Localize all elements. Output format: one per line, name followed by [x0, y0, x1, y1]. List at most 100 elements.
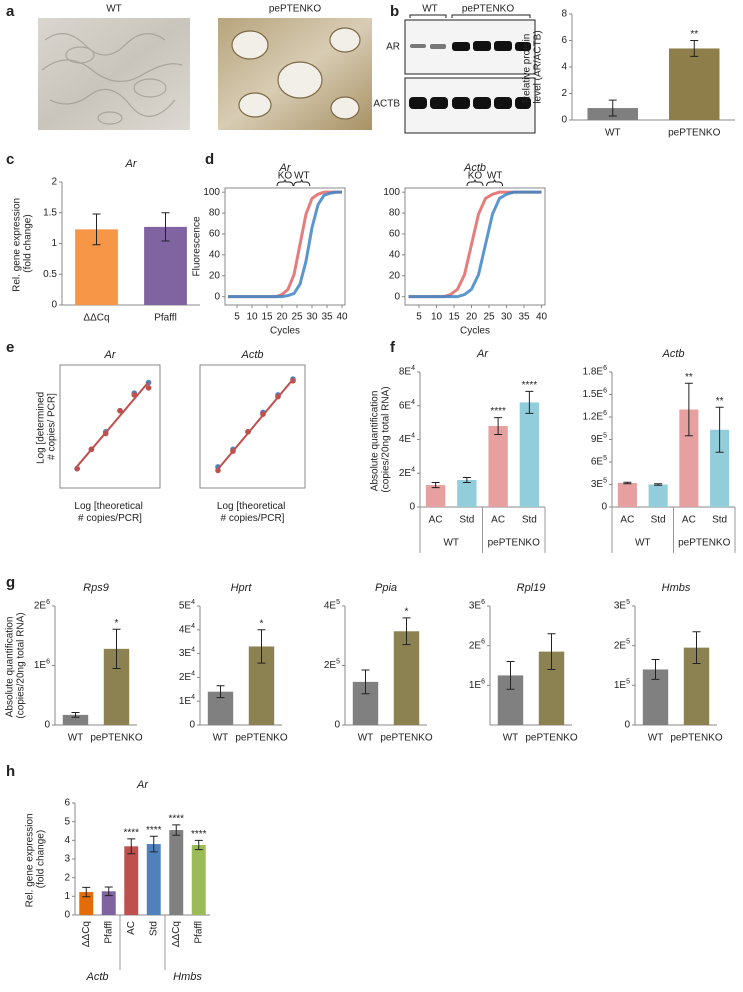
error-bar: [127, 838, 136, 855]
x-tick-label: 15: [261, 312, 273, 323]
x-tick-label: pePTENKO: [670, 733, 722, 744]
panel-letter: h: [6, 763, 15, 780]
x-tick-label: pePTENKO: [668, 128, 720, 139]
error-bar: [623, 481, 632, 485]
blot-row-label: ACTB: [373, 99, 400, 110]
chart-title: Rpl19: [517, 582, 546, 594]
y-tick-label: 2E5: [614, 639, 630, 652]
bar: [488, 426, 508, 507]
x-tick-label: AC: [126, 921, 137, 935]
chart-title: Ar: [125, 158, 138, 170]
y-axis-label: Absolute quantification (copies/20ng tot…: [4, 612, 26, 718]
error-bar: [525, 390, 534, 414]
panel-letter: d: [205, 151, 214, 168]
y-tick-label: 100: [383, 187, 400, 198]
x-axis-label: Log [theoretical # copies/PCR]: [217, 501, 288, 524]
chart-title: Ar: [476, 348, 489, 360]
y-tick-label: 80: [209, 208, 221, 219]
x-tick-label: 20: [276, 312, 288, 323]
y-tick-label: 9E5: [591, 432, 607, 445]
y-tick-label: 2E4: [399, 466, 415, 479]
y-axis-label: Rel. gene expression (fold change): [11, 195, 33, 292]
y-tick-label: 3E5: [591, 477, 607, 490]
x-tick-label: 25: [483, 312, 495, 323]
significance-label: ****: [191, 829, 207, 840]
y-tick-label: 0: [601, 502, 607, 513]
y-tick-label: 1: [51, 238, 57, 249]
x-tick-label: Pfaffl: [193, 921, 204, 944]
y-tick-label: 0: [44, 720, 50, 731]
y-tick-label: 1.8E6: [583, 365, 608, 378]
curve-bracket: [276, 178, 294, 187]
x-tick-label: WT: [213, 733, 229, 744]
image-label: pePTENKO: [269, 4, 321, 15]
y-tick-label: 1E6: [469, 678, 485, 691]
y-tick-label: 2E6: [469, 639, 485, 652]
y-tick-label: 1E6: [34, 658, 50, 671]
significance-label: ****: [146, 825, 162, 836]
y-tick-label: 2E6: [34, 599, 50, 612]
error-bar: [104, 886, 113, 897]
panel-letter: a: [6, 3, 15, 20]
x-tick-label: Std: [522, 515, 537, 526]
error-bar: [494, 417, 503, 435]
bar: [425, 485, 446, 507]
y-axis-label: Absolute quantification (copies/20ng tot…: [369, 386, 391, 492]
y-tick-label: 4: [64, 835, 70, 846]
y-tick-label: 3E4: [179, 646, 195, 659]
y-tick-label: 0: [51, 300, 57, 311]
x-tick-label: 40: [336, 312, 348, 323]
y-tick-label: 6: [561, 35, 567, 46]
bar: [710, 429, 730, 507]
tissue-image: [38, 18, 190, 130]
y-tick-label: 2: [51, 177, 57, 188]
x-tick-label: WT: [503, 733, 519, 744]
error-bar: [194, 839, 203, 851]
bar: [169, 830, 184, 915]
y-tick-label: 1E4: [179, 694, 195, 707]
image-label: WT: [106, 4, 122, 15]
error-bar: [690, 40, 699, 57]
amplification-curve: [228, 190, 342, 299]
bar: [79, 892, 94, 915]
x-tick-label: 30: [306, 312, 318, 323]
tissue-image: [218, 18, 372, 130]
bar: [124, 846, 139, 915]
y-tick-label: 0: [334, 720, 340, 731]
y-tick-label: 1.2E6: [583, 410, 608, 423]
y-tick-label: 3E6: [469, 599, 485, 612]
y-tick-label: 4E5: [324, 599, 340, 612]
y-tick-label: 20: [209, 270, 221, 281]
curve-group-label: WT: [294, 171, 310, 182]
y-tick-label: 1E5: [614, 678, 630, 691]
bar: [393, 631, 420, 725]
x-tick-label: 25: [291, 312, 303, 323]
x-tick-label: pePTENKO: [90, 733, 142, 744]
x-tick-label: pePTENKO: [235, 733, 287, 744]
x-tick-label: 10: [246, 312, 258, 323]
group-label: pePTENKO: [678, 538, 730, 549]
panel-letter: e: [6, 339, 14, 356]
amplification-curve: [228, 190, 342, 299]
y-tick-label: 40: [389, 249, 401, 260]
error-bar: [402, 617, 411, 646]
error-bar: [547, 633, 556, 670]
y-tick-label: 0: [561, 115, 567, 126]
x-tick-label: AC: [429, 515, 443, 526]
y-tick-label: 0: [409, 502, 415, 513]
y-tick-label: 0: [64, 910, 70, 921]
error-bar: [71, 712, 80, 718]
trendline: [76, 381, 150, 467]
plot-frame: [199, 364, 306, 489]
chart-title: Ar: [104, 349, 117, 361]
y-tick-label: 2: [64, 872, 70, 883]
error-bar: [216, 685, 225, 699]
x-tick-label: 5: [416, 312, 422, 323]
x-axis-label: Log [theoretical # copies/PCR]: [74, 501, 145, 524]
amplification-curve: [408, 190, 542, 299]
lane-label: WT: [422, 4, 438, 15]
y-tick-label: 80: [389, 208, 401, 219]
x-tick-label: WT: [605, 128, 621, 139]
x-tick-label: AC: [682, 515, 696, 526]
